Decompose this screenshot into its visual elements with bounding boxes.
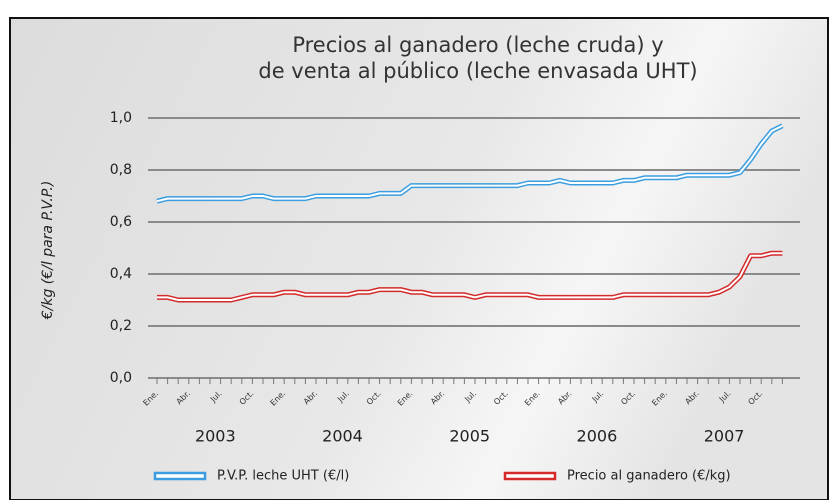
series-line-inner [157, 252, 783, 301]
year-label: 2003 [195, 427, 236, 446]
chart-title: Precios al ganadero (leche cruda) y [292, 33, 663, 57]
y-tick-label: 0,4 [110, 266, 132, 282]
series-line-inner [156, 124, 783, 203]
legend-label: Precio al ganadero (€/kg) [567, 469, 731, 484]
chart-title: de venta al público (leche envasada UHT) [258, 59, 697, 83]
year-label: 2007 [704, 427, 745, 446]
y-tick-label: 0,6 [110, 214, 132, 230]
legend-swatch [153, 471, 207, 481]
frame [9, 17, 829, 500]
year-label: 2004 [322, 427, 363, 446]
y-tick-label: 1,0 [110, 110, 132, 126]
legend-label: P.V.P. leche UHT (€/l) [217, 469, 349, 484]
y-tick-label: 0,8 [110, 162, 132, 178]
legend-swatch [503, 471, 557, 481]
year-label: 2006 [577, 427, 618, 446]
year-label: 2005 [449, 427, 490, 446]
y-axis-label: €/kg (€/l para P.V.P.) [40, 181, 56, 321]
y-tick-label: 0,2 [110, 318, 132, 334]
y-tick-label: 0,0 [110, 370, 132, 386]
